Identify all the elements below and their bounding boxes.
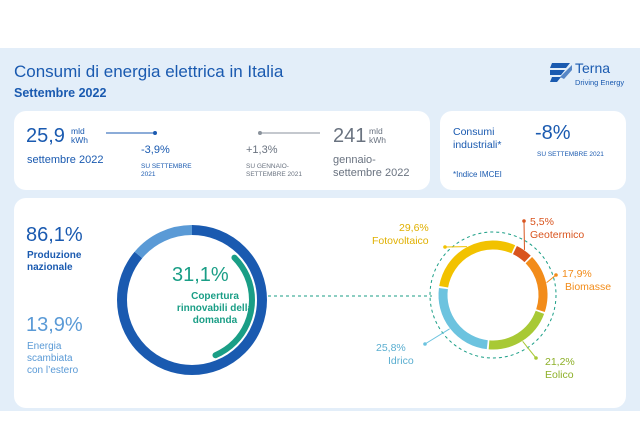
mix-segment-fotovoltaico bbox=[439, 240, 516, 288]
ytd-change-note-2: SETTEMBRE 2021 bbox=[246, 171, 302, 178]
monthly-change: -3,9% bbox=[141, 144, 170, 156]
terna-logo-icon bbox=[550, 63, 572, 82]
industrial-card bbox=[440, 111, 626, 190]
national-production-label-2: nazionale bbox=[27, 262, 73, 273]
mix-segment-idrico bbox=[438, 287, 488, 350]
industrial-footnote: *Indice IMCEI bbox=[453, 170, 502, 179]
monthly-period: settembre 2022 bbox=[27, 154, 104, 166]
mix-leader-dot-idrico bbox=[423, 342, 427, 346]
mix-biomasse-pct: 17,9% bbox=[562, 268, 592, 280]
renewables-mix-leaders bbox=[423, 219, 558, 360]
ytd-unit-mld: mld bbox=[369, 126, 383, 136]
mix-segment-geotermico bbox=[512, 246, 531, 263]
national-production-label-1: Produzione bbox=[27, 250, 82, 261]
abroad-label-3: con l’estero bbox=[27, 365, 79, 376]
monthly-change-note-1: SU SETTEMBRE bbox=[141, 163, 192, 170]
mix-fotovoltaico-label: Fotovoltaico bbox=[372, 235, 429, 247]
abroad-label-1: Energia bbox=[27, 341, 62, 352]
industrial-label-2: industriali* bbox=[453, 139, 502, 151]
renewables-label-3: domanda bbox=[192, 315, 238, 326]
ytd-divider-dot bbox=[258, 131, 262, 135]
industrial-note: SU SETTEMBRE 2021 bbox=[537, 151, 604, 158]
abroad-label-2: scambiata bbox=[27, 353, 73, 364]
renewables-arc bbox=[129, 237, 255, 363]
consumption-card bbox=[14, 111, 430, 190]
mix-leader-dot-biomasse bbox=[554, 273, 558, 277]
mix-leader-idrico bbox=[424, 328, 450, 345]
mix-idrico-label: Idrico bbox=[388, 355, 414, 367]
mix-eolico-label: Eolico bbox=[545, 369, 574, 381]
mix-idrico-pct: 25,8% bbox=[376, 342, 406, 354]
connector-outer-ring bbox=[429, 231, 557, 359]
mix-leader-dot-geotermico bbox=[522, 219, 526, 223]
abroad-pct: 13,9% bbox=[26, 314, 83, 336]
ytd-value: 241 bbox=[333, 125, 367, 147]
ytd-period-1: gennaio- bbox=[333, 154, 376, 166]
mix-fotovoltaico-pct: 29,6% bbox=[399, 222, 429, 234]
mix-leader-eolico bbox=[522, 341, 537, 359]
mix-eolico-pct: 21,2% bbox=[545, 356, 575, 368]
renewables-label-1: Copertura bbox=[191, 291, 239, 302]
abroad-arc bbox=[117, 225, 267, 375]
page-subtitle: Settembre 2022 bbox=[14, 86, 107, 100]
monthly-unit-kwh: kWh bbox=[71, 135, 88, 145]
monthly-divider-dot bbox=[153, 131, 157, 135]
monthly-value: 25,9 bbox=[26, 125, 65, 147]
renewables-label-2: rinnovabili della bbox=[176, 303, 254, 314]
logo-tagline: Driving Energy bbox=[575, 78, 625, 87]
mix-geotermico-pct: 5,5% bbox=[530, 216, 554, 228]
mix-leader-dot-eolico bbox=[534, 356, 538, 360]
industrial-value: -8% bbox=[535, 122, 571, 144]
mix-segment-biomasse bbox=[525, 257, 548, 313]
logo-text: Terna bbox=[575, 60, 611, 76]
ytd-change: +1,3% bbox=[246, 144, 278, 156]
mix-biomasse-label: Biomasse bbox=[565, 281, 612, 293]
monthly-change-note-2: 2021 bbox=[141, 171, 156, 178]
industrial-label-1: Consumi bbox=[453, 126, 495, 138]
renewables-pct: 31,1% bbox=[172, 264, 229, 286]
ytd-unit-kwh: kWh bbox=[369, 135, 386, 145]
ytd-change-note-1: SU GENNAIO- bbox=[246, 163, 289, 170]
national-production-pct: 86,1% bbox=[26, 224, 83, 246]
monthly-unit-mld: mld bbox=[71, 126, 85, 136]
mix-segment-eolico bbox=[488, 310, 545, 350]
ytd-period-2: settembre 2022 bbox=[333, 167, 410, 179]
mix-leader-biomasse bbox=[546, 274, 557, 284]
page-title: Consumi di energia elettrica in Italia bbox=[14, 62, 284, 81]
mix-geotermico-label: Geotermico bbox=[530, 229, 585, 241]
mix-leader-dot-fotovoltaico bbox=[443, 245, 447, 249]
renewables-mix-donut bbox=[438, 240, 548, 350]
